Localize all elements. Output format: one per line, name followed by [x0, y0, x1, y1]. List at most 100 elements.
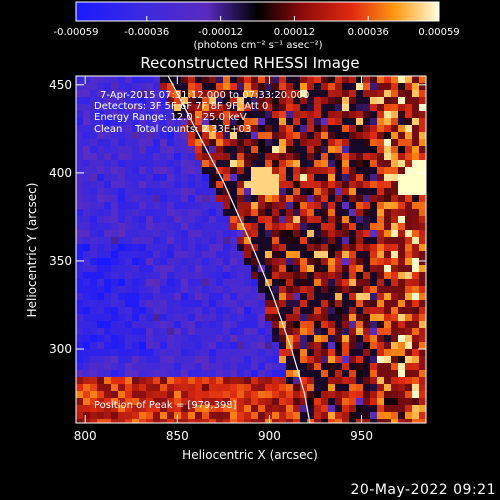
heatmap-cell: [363, 279, 370, 286]
heatmap-cell: [139, 195, 146, 202]
heatmap-cell: [370, 391, 377, 398]
heatmap-cell: [195, 293, 202, 300]
heatmap-cell: [356, 314, 363, 321]
heatmap-cell: [412, 300, 419, 307]
heatmap-cell: [111, 321, 118, 328]
heatmap-cell: [342, 160, 349, 167]
heatmap-cell: [223, 83, 230, 90]
heatmap-cell: [258, 279, 265, 286]
heatmap-cell: [272, 349, 279, 356]
heatmap-cell: [342, 209, 349, 216]
heatmap-cell: [314, 125, 321, 132]
heatmap-cell: [419, 237, 426, 244]
heatmap-cell: [405, 300, 412, 307]
heatmap-cell: [244, 76, 251, 83]
heatmap-cell: [356, 125, 363, 132]
heatmap-cell: [195, 118, 202, 125]
heatmap-cell: [146, 223, 153, 230]
heatmap-cell: [230, 139, 237, 146]
heatmap-cell: [314, 244, 321, 251]
heatmap-cell: [412, 391, 419, 398]
heatmap-cell: [90, 265, 97, 272]
heatmap-cell: [174, 335, 181, 342]
heatmap-cell: [230, 279, 237, 286]
heatmap-cell: [419, 83, 426, 90]
heatmap-cell: [153, 146, 160, 153]
heatmap-cell: [76, 97, 83, 104]
heatmap-cell: [104, 398, 111, 405]
heatmap-cell: [90, 216, 97, 223]
heatmap-cell: [118, 349, 125, 356]
heatmap-cell: [391, 188, 398, 195]
heatmap-cell: [188, 377, 195, 384]
heatmap-cell: [146, 76, 153, 83]
heatmap-cell: [202, 97, 209, 104]
heatmap-cell: [244, 419, 251, 423]
heatmap-cell: [125, 160, 132, 167]
heatmap-cell: [174, 286, 181, 293]
heatmap-cell: [272, 174, 279, 181]
heatmap-cell: [412, 251, 419, 258]
heatmap-cell: [307, 181, 314, 188]
heatmap-cell: [216, 293, 223, 300]
heatmap-cell: [279, 356, 286, 363]
heatmap-cell: [349, 384, 356, 391]
heatmap-cell: [363, 321, 370, 328]
heatmap-cell: [300, 132, 307, 139]
heatmap-cell: [83, 118, 90, 125]
heatmap-cell: [125, 153, 132, 160]
heatmap-cell: [279, 370, 286, 377]
heatmap-cell: [335, 412, 342, 419]
heatmap-cell: [125, 391, 132, 398]
heatmap-cell: [314, 209, 321, 216]
heatmap-cell: [377, 419, 384, 423]
heatmap-cell: [188, 419, 195, 423]
heatmap-cell: [181, 293, 188, 300]
heatmap-cell: [405, 195, 412, 202]
heatmap-cell: [286, 272, 293, 279]
heatmap-cell: [321, 237, 328, 244]
heatmap-cell: [342, 230, 349, 237]
heatmap-cell: [181, 174, 188, 181]
heatmap-cell: [146, 412, 153, 419]
heatmap-cell: [90, 237, 97, 244]
heatmap-cell: [153, 342, 160, 349]
heatmap-cell: [335, 300, 342, 307]
heatmap-cell: [412, 104, 419, 111]
heatmap-cell: [174, 314, 181, 321]
heatmap-cell: [202, 279, 209, 286]
heatmap-cell: [321, 286, 328, 293]
heatmap-cell: [391, 167, 398, 174]
heatmap-cell: [405, 188, 412, 195]
heatmap-cell: [335, 111, 342, 118]
heatmap-cell: [356, 412, 363, 419]
heatmap-cell: [328, 139, 335, 146]
heatmap-cell: [279, 363, 286, 370]
heatmap-cell: [230, 237, 237, 244]
heatmap-cell: [223, 279, 230, 286]
heatmap-cell: [258, 328, 265, 335]
heatmap-cell: [363, 286, 370, 293]
heatmap-cell: [125, 384, 132, 391]
heatmap-cell: [405, 293, 412, 300]
heatmap-cell: [384, 118, 391, 125]
heatmap-cell: [97, 405, 104, 412]
heatmap-cell: [335, 307, 342, 314]
heatmap-cell: [230, 118, 237, 125]
heatmap-cell: [272, 251, 279, 258]
heatmap-cell: [132, 223, 139, 230]
heatmap-cell: [370, 139, 377, 146]
heatmap-cell: [83, 405, 90, 412]
heatmap-cell: [223, 209, 230, 216]
heatmap-cell: [174, 153, 181, 160]
heatmap-cell: [349, 209, 356, 216]
heatmap-cell: [146, 90, 153, 97]
heatmap-cell: [90, 405, 97, 412]
heatmap-cell: [356, 237, 363, 244]
heatmap-cell: [251, 167, 258, 174]
heatmap-cell: [209, 118, 216, 125]
heatmap-cell: [321, 384, 328, 391]
heatmap-cell: [370, 160, 377, 167]
heatmap-cell: [139, 230, 146, 237]
heatmap-cell: [342, 328, 349, 335]
